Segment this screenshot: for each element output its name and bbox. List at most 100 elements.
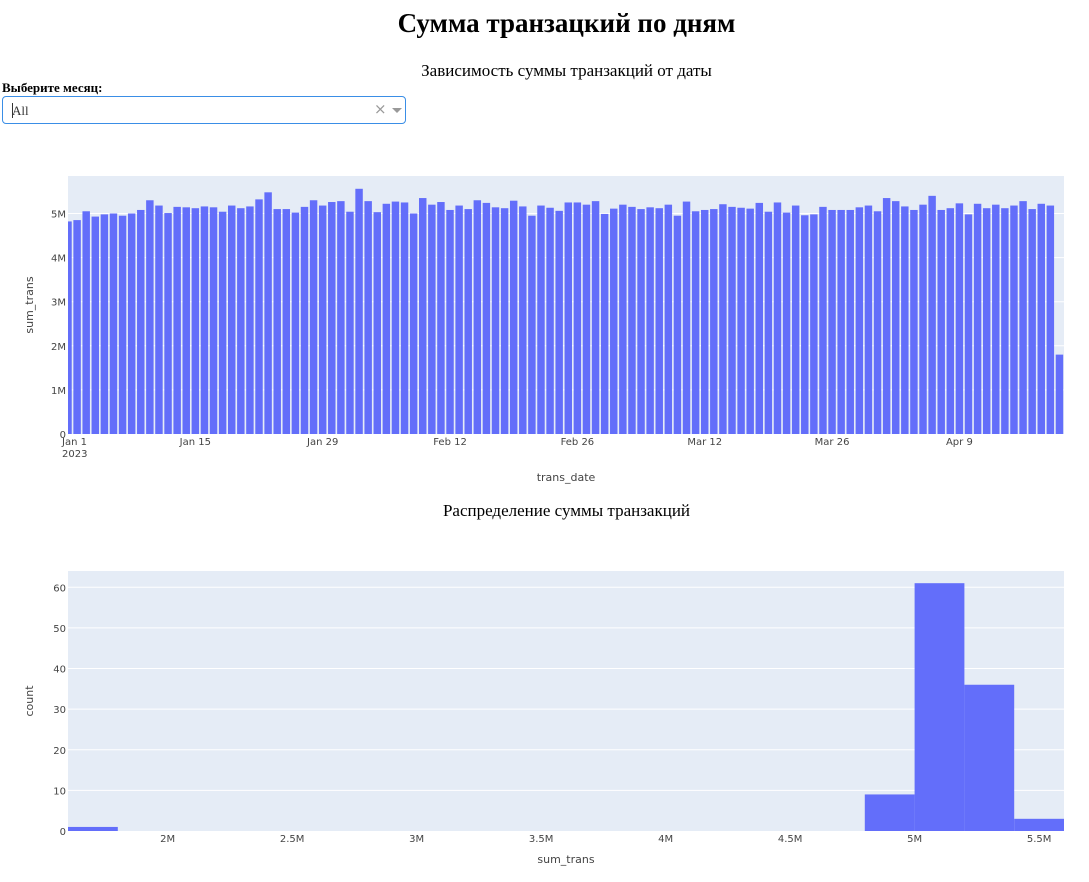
chart-title-daily: Зависимость суммы транзакций от даты: [421, 61, 712, 80]
plot-background: [68, 571, 1064, 831]
bar: [682, 201, 691, 434]
x-tick-label: Jan 29: [306, 437, 338, 448]
bar: [355, 188, 363, 434]
bar: [237, 208, 245, 434]
y-tick-label: 2M: [51, 342, 66, 353]
histogram-chart: 0 10 20 30 40 50 60 2M 2.5M 3M 3.5M 4M 4.5M 5M 5.5M s…: [23, 571, 1064, 866]
bar: [446, 209, 454, 434]
x-tick-label: 5.5M: [1027, 834, 1052, 845]
bar: [891, 201, 900, 434]
bar: [464, 209, 472, 434]
month-dropdown[interactable]: All ×: [2, 96, 406, 124]
x-year-label: 2023: [62, 449, 87, 460]
bar: [200, 206, 209, 434]
bar: [337, 201, 345, 434]
x-tick-label: Feb 12: [433, 437, 467, 448]
month-dropdown-value: All: [12, 103, 29, 118]
y-tick-label: 3M: [51, 298, 66, 309]
bar: [773, 202, 782, 434]
bar: [910, 209, 918, 434]
y-tick-label: 0: [60, 827, 66, 838]
bar: [737, 207, 745, 434]
x-tick-label: Jan 1: [61, 437, 87, 448]
x-tick-labels: 2M 2.5M 3M 3.5M 4M 4.5M 5M 5.5M: [160, 834, 1051, 845]
bar: [437, 202, 445, 434]
bar: [519, 206, 527, 434]
bar: [946, 208, 955, 434]
bar: [673, 215, 682, 434]
bar: [600, 213, 609, 434]
chevron-down-icon[interactable]: [392, 108, 402, 113]
bar: [873, 211, 882, 434]
bar: [564, 202, 573, 434]
bar: [937, 209, 945, 434]
bar: [182, 207, 190, 434]
bar: [955, 203, 964, 434]
y-tick-label: 50: [53, 624, 66, 635]
bar: [118, 215, 127, 434]
bar: [227, 205, 236, 434]
bar: [1010, 205, 1018, 434]
bar: [700, 209, 709, 434]
histogram-bar: [914, 583, 965, 831]
bar: [1028, 209, 1036, 434]
bar: [91, 216, 100, 434]
y-tick-label: 60: [53, 583, 66, 594]
bar: [1019, 201, 1027, 434]
bar: [982, 208, 991, 434]
bar: [300, 206, 309, 434]
y-tick-label: 40: [53, 665, 66, 676]
bar: [127, 213, 136, 434]
bar: [373, 212, 381, 434]
y-tick-label: 0: [60, 430, 66, 441]
bar: [164, 213, 172, 434]
bar: [282, 209, 291, 434]
y-axis-title: count: [23, 685, 36, 717]
bar: [555, 210, 563, 434]
bar: [782, 212, 791, 434]
bar: [810, 214, 818, 434]
bar: [801, 215, 809, 434]
y-tick-label: 5M: [51, 209, 66, 220]
bar: [992, 204, 1000, 434]
bar: [610, 208, 618, 434]
bar: [728, 206, 736, 434]
bar: [546, 207, 554, 434]
bar: [309, 200, 318, 434]
bar: [846, 209, 854, 434]
bar: [973, 203, 982, 434]
bar: [837, 209, 845, 434]
histogram-bar: [864, 794, 915, 831]
month-dropdown-label: Выберите месяц:: [2, 80, 103, 95]
y-tick-label: 1M: [51, 386, 66, 397]
bar: [710, 209, 718, 434]
x-tick-label: Apr 9: [946, 437, 973, 448]
bar: [246, 206, 254, 434]
bar: [901, 206, 909, 434]
bar: [964, 214, 973, 434]
bar: [137, 209, 145, 434]
close-icon[interactable]: ×: [374, 100, 387, 118]
bar: [400, 202, 409, 434]
bar: [746, 208, 754, 434]
bar: [819, 206, 827, 434]
y-tick-label: 10: [53, 786, 66, 797]
x-tick-label: 3.5M: [529, 834, 554, 845]
bar: [928, 195, 936, 434]
bars: [68, 583, 1064, 831]
y-axis-title: sum_trans: [23, 276, 36, 333]
x-axis-title: sum_trans: [537, 853, 594, 866]
bar: [537, 205, 545, 434]
bar: [882, 198, 891, 434]
text-cursor: [12, 103, 13, 118]
bar: [619, 204, 627, 434]
bar: [409, 213, 418, 434]
bar: [68, 221, 72, 434]
bar: [264, 192, 272, 434]
bar: [382, 203, 391, 434]
bar: [755, 202, 764, 434]
histogram-bar: [68, 826, 118, 831]
bar: [255, 199, 263, 434]
x-tick-label: 4.5M: [778, 834, 803, 845]
y-gridlines: [68, 586, 1064, 791]
